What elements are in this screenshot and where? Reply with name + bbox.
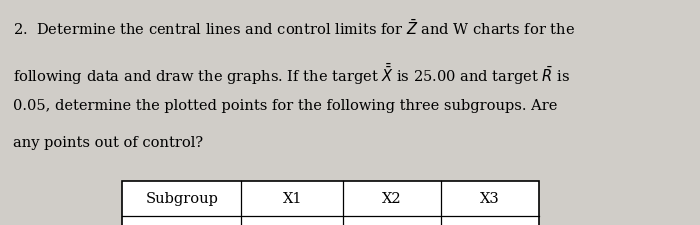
Text: X1: X1 (283, 192, 302, 205)
Text: Subgroup: Subgroup (146, 192, 218, 205)
Text: following data and draw the graphs. If the target $\bar{\bar{X}}$ is 25.00 and t: following data and draw the graphs. If t… (13, 62, 570, 87)
Text: 0.05, determine the plotted points for the following three subgroups. Are: 0.05, determine the plotted points for t… (13, 99, 557, 113)
Text: 2.  Determine the central lines and control limits for $\bar{Z}$ and W charts fo: 2. Determine the central lines and contr… (13, 19, 575, 38)
Bar (122, 181, 539, 225)
Text: any points out of control?: any points out of control? (13, 135, 203, 149)
Bar (122, 181, 539, 225)
Text: X3: X3 (480, 192, 500, 205)
Text: X2: X2 (382, 192, 402, 205)
